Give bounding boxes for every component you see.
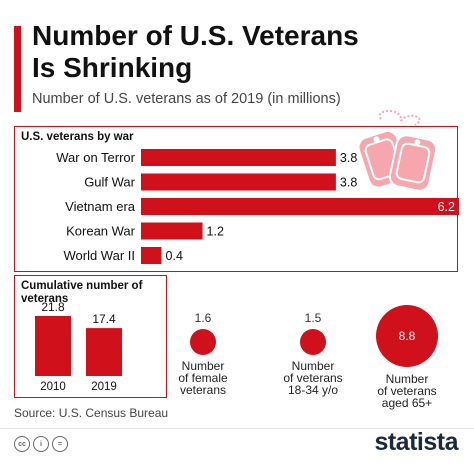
war-chart-title: U.S. veterans by war: [21, 131, 134, 143]
stat-circle: [300, 329, 326, 355]
war-bar: [141, 222, 203, 240]
war-bar: [141, 149, 336, 166]
war-bar: [141, 247, 162, 264]
stat-label: Number of female veterans: [178, 359, 228, 398]
page-title: Number of U.S. Veterans Is Shrinking: [32, 20, 359, 84]
war-category-label: War on Terror: [56, 150, 135, 165]
cumulative-value-label: 17.4: [92, 312, 116, 326]
stat-circle: 8.8: [376, 305, 438, 367]
cumulative-bar: [86, 328, 122, 376]
war-bar: [141, 173, 336, 191]
stat-label: Number of veterans aged 65+: [377, 372, 437, 410]
war-category-label: Korean War: [66, 224, 136, 239]
war-bar-chart: War on Terror 3.8 Gulf War 3.8 Vietnam era 6.…: [56, 110, 459, 264]
stat-item: 1.6 Number of female veterans: [155, 300, 251, 396]
title-accent-bar: [14, 26, 21, 112]
title-line-1: Number of U.S. Veterans: [32, 20, 359, 51]
subtitle: Number of U.S. veterans as of 2019 (in m…: [32, 91, 341, 107]
cumulative-year-label: 2019: [91, 381, 117, 393]
cumulative-year-label: 2010: [40, 381, 66, 393]
war-bar: [141, 198, 459, 215]
war-value-label: 0.4: [166, 249, 183, 263]
dog-tags-icon: [357, 110, 438, 192]
stat-item: 8.8 Number of veterans aged 65+: [359, 300, 455, 409]
stat-label: Number of veterans 18-34 y/o: [283, 359, 343, 397]
no-derivatives-icon[interactable]: =: [52, 436, 68, 452]
title-line-2: Is Shrinking: [32, 52, 193, 83]
stat-circle: [189, 329, 217, 356]
cc-icon[interactable]: cc: [14, 436, 30, 452]
war-chart-panel: U.S. veterans by war War on Terror 3.8 Gul…: [14, 110, 459, 272]
cumulative-chart-title: Cumulative number of veterans: [21, 280, 143, 305]
stat-value: 1.6: [194, 311, 212, 325]
footer-divider: [0, 428, 474, 429]
war-category-label: Vietnam era: [65, 199, 136, 214]
cumulative-chart-panel: Cumulative number of veterans 21.8 2010 17…: [14, 275, 167, 398]
cumulative-bar-chart: 21.8 2010 17.4 2019: [35, 300, 122, 393]
war-value-label: 1.2: [207, 225, 224, 239]
statista-logo[interactable]: statista: [374, 428, 458, 456]
cumulative-value-label: 21.8: [41, 300, 65, 314]
war-value-label: 3.8: [340, 176, 357, 190]
attribution-icon[interactable]: i: [33, 436, 49, 452]
stat-circles: 1.6 Number of female veterans 1.5 Number of ve…: [168, 300, 468, 410]
war-value-label: 3.8: [340, 151, 357, 165]
stat-value: 1.5: [304, 311, 322, 325]
cumulative-bar: [35, 316, 71, 376]
war-value-label: 6.2: [438, 200, 455, 214]
stat-item: 1.5 Number of veterans 18-34 y/o: [265, 300, 361, 396]
war-category-label: World War II: [63, 248, 135, 263]
source-note: Source: U.S. Census Bureau: [14, 406, 169, 420]
war-category-label: Gulf War: [84, 175, 135, 190]
stat-value: 8.8: [398, 329, 416, 343]
